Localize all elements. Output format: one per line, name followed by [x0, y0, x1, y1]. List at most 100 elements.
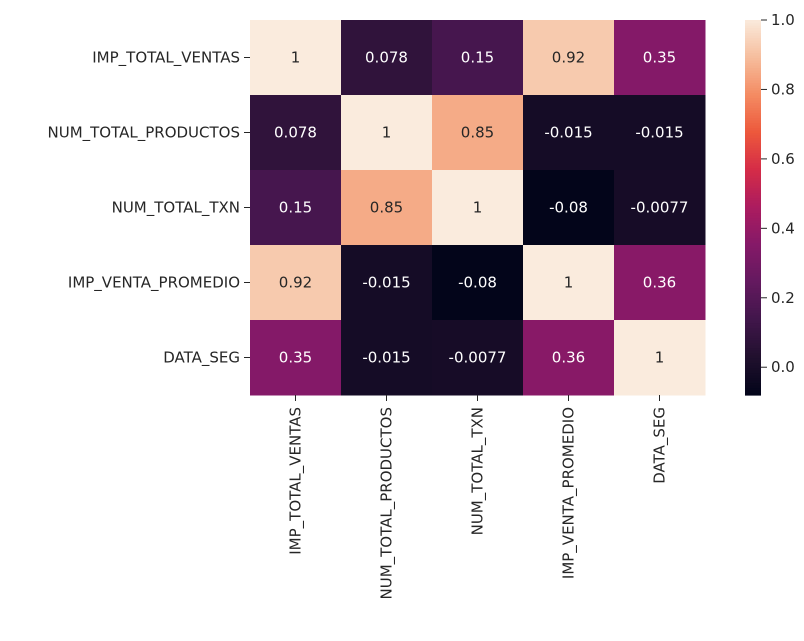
- colorbar-segment: [745, 142, 761, 146]
- colorbar-segment: [745, 55, 761, 59]
- colorbar-segment: [745, 152, 761, 156]
- colorbar-segment: [745, 235, 761, 239]
- cell-value-label: 0.35: [279, 349, 312, 367]
- colorbar-segment: [745, 280, 761, 284]
- colorbar-segment: [745, 340, 761, 344]
- colorbar-segment: [745, 265, 761, 269]
- colorbar-segment: [745, 120, 761, 124]
- colorbar-segment: [745, 130, 761, 134]
- colorbar-segment: [745, 92, 761, 96]
- colorbar-segment: [745, 125, 761, 129]
- colorbar-segment: [745, 305, 761, 309]
- colorbar-segment: [745, 295, 761, 299]
- colorbar-segment: [745, 77, 761, 81]
- colorbar-segment: [745, 277, 761, 281]
- cell-value-label: 0.85: [461, 124, 494, 142]
- colorbar-segment: [745, 307, 761, 311]
- heatmap-cell-num-total-txn-data-seg: [614, 170, 706, 246]
- column-label: DATA_SEG: [651, 407, 670, 484]
- colorbar-segment: [745, 360, 761, 364]
- colorbar-segment: [745, 30, 761, 34]
- colorbar-segment: [745, 272, 761, 276]
- colorbar-segment: [745, 180, 761, 184]
- colorbar-segment: [745, 292, 761, 296]
- colorbar-segment: [745, 275, 761, 279]
- colorbar-segment: [745, 365, 761, 369]
- colorbar-segment: [745, 310, 761, 314]
- colorbar-segment: [745, 387, 761, 391]
- colorbar-segment: [745, 37, 761, 41]
- colorbar-segment: [745, 382, 761, 386]
- cell-value-label: 0.35: [643, 49, 676, 67]
- cell-value-label: 0.92: [552, 49, 585, 67]
- colorbar-segment: [745, 27, 761, 31]
- colorbar-segment: [745, 75, 761, 79]
- colorbar-segment: [745, 267, 761, 271]
- colorbar-segment: [745, 192, 761, 196]
- cell-value-label: -0.08: [549, 199, 588, 217]
- cell-value-label: 0.078: [274, 124, 317, 142]
- colorbar-segment: [745, 317, 761, 321]
- colorbar-segment: [745, 85, 761, 89]
- colorbar-segment: [745, 202, 761, 206]
- colorbar-segment: [745, 217, 761, 221]
- colorbar-segment: [745, 325, 761, 329]
- colorbar-segment: [745, 350, 761, 354]
- colorbar-segment: [745, 312, 761, 316]
- colorbar-segment: [745, 145, 761, 149]
- colorbar-segment: [745, 285, 761, 289]
- colorbar-segment: [745, 197, 761, 201]
- column-label: IMP_TOTAL_VENTAS: [287, 407, 306, 555]
- heatmap-cell-num-total-txn-imp-total-ventas: [250, 170, 342, 246]
- colorbar-segment: [745, 215, 761, 219]
- colorbar-segment: [745, 65, 761, 69]
- colorbar-segment: [745, 127, 761, 131]
- heatmap-cell-imp-total-ventas-imp-venta-promedio: [523, 20, 615, 96]
- colorbar-tick-label: 0.2: [771, 289, 795, 307]
- row-label: NUM_TOTAL_TXN: [112, 199, 240, 218]
- colorbar-tick-label: 0.8: [771, 80, 795, 98]
- heatmap-cell-num-total-productos-num-total-txn: [432, 95, 524, 171]
- heatmap-cell-data-seg-num-total-productos: [341, 320, 433, 396]
- heatmap-cell-imp-total-ventas-data-seg: [614, 20, 706, 96]
- colorbar-segment: [745, 205, 761, 209]
- heatmap-cell-num-total-productos-num-total-productos: [341, 95, 433, 171]
- heatmap-cell-num-total-txn-num-total-productos: [341, 170, 433, 246]
- colorbar-segment: [745, 372, 761, 376]
- row-label: NUM_TOTAL_PRODUCTOS: [48, 124, 241, 143]
- row-label: IMP_VENTA_PROMEDIO: [68, 274, 240, 293]
- colorbar-segment: [745, 370, 761, 374]
- cell-value-label: -0.015: [635, 124, 683, 142]
- colorbar-segment: [745, 177, 761, 181]
- colorbar-segment: [745, 287, 761, 291]
- colorbar-segment: [745, 257, 761, 261]
- colorbar-segment: [745, 380, 761, 384]
- colorbar-segment: [745, 367, 761, 371]
- colorbar-segment: [745, 52, 761, 56]
- heatmap-cell-data-seg-imp-venta-promedio: [523, 320, 615, 396]
- colorbar-segment: [745, 165, 761, 169]
- cell-value-label: -0.015: [362, 349, 410, 367]
- colorbar-segment: [745, 390, 761, 394]
- cell-value-label: -0.0077: [449, 349, 507, 367]
- colorbar-segment: [745, 25, 761, 29]
- colorbar-segment: [745, 115, 761, 119]
- colorbar-segment: [745, 377, 761, 381]
- colorbar-segment: [745, 335, 761, 339]
- colorbar-segment: [745, 95, 761, 99]
- colorbar-segment: [745, 375, 761, 379]
- colorbar-segment: [745, 330, 761, 334]
- colorbar-segment: [745, 45, 761, 49]
- colorbar-segment: [745, 150, 761, 154]
- heatmap-cell-imp-venta-promedio-data-seg: [614, 245, 706, 321]
- cell-value-label: 1: [564, 274, 574, 292]
- colorbar-tick-label: 0.4: [771, 219, 795, 237]
- colorbar-segment: [745, 230, 761, 234]
- colorbar-segment: [745, 185, 761, 189]
- colorbar-segment: [745, 282, 761, 286]
- column-label: NUM_TOTAL_PRODUCTOS: [378, 407, 397, 600]
- heatmap-cell-imp-venta-promedio-num-total-productos: [341, 245, 433, 321]
- colorbar-segment: [745, 190, 761, 194]
- colorbar-tick-label: 1.0: [771, 11, 795, 29]
